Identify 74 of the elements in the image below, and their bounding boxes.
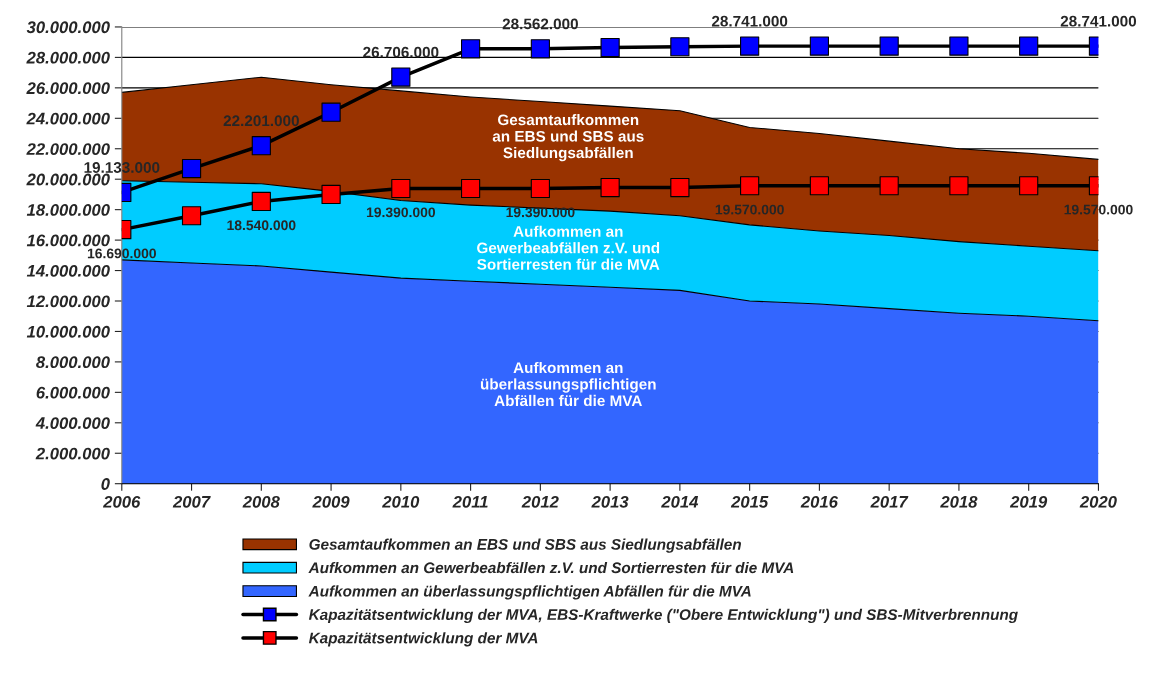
data-label: 28.741.000 [1060, 15, 1137, 27]
point [321, 102, 341, 122]
y-tick-label: 8.000.000 [36, 356, 110, 369]
point [181, 206, 202, 226]
point [321, 184, 341, 205]
legend-label: Gesamtaufkommen an EBS und SBS aus Siedlungsabfällen [309, 538, 741, 553]
y-tick-label: 0 [101, 478, 110, 490]
data-label: 26.706.000 [363, 46, 439, 58]
data-label: 19.133.000 [84, 162, 160, 173]
point [1019, 176, 1039, 196]
point [1019, 36, 1039, 56]
point [600, 37, 620, 58]
data-label: 19.390.000 [366, 207, 436, 218]
y-tick-label: 16.000.000 [26, 234, 110, 247]
y-tick-label: 2.000.000 [35, 447, 110, 460]
legend-label: Kapazitätsentwicklung der MVA [308, 632, 538, 647]
point [181, 158, 202, 179]
y-tick-label: 6.000.000 [36, 386, 110, 399]
x-tick-label: 2019 [1009, 495, 1048, 508]
x-tick-label: 2015 [730, 495, 769, 508]
point [391, 178, 411, 199]
x-tick-label: 2009 [312, 495, 350, 508]
x-tick-label: 2013 [591, 495, 629, 508]
x-tick-label: 2014 [661, 495, 699, 508]
point [670, 177, 690, 198]
point [530, 39, 550, 59]
point [740, 36, 760, 56]
point [809, 36, 830, 56]
y-tick-label: 14.000.000 [26, 264, 110, 277]
y-tick-label: 30.000.000 [26, 21, 110, 34]
annotation: Aufkommen an Gewerbeabfällen z.V. und Sortierresten für die MVA [477, 225, 660, 270]
data-label: 22.201.000 [223, 115, 299, 127]
y-tick-label: 10.000.000 [26, 325, 110, 338]
y-tick-label: 28.000.000 [26, 51, 110, 64]
legend-label: Aufkommen an Gewerbeabfällen z.V. und Sortierresten für die MVA [308, 561, 794, 574]
x-tick-label: 2007 [172, 495, 211, 508]
point [460, 178, 481, 199]
point [809, 176, 830, 196]
legend-label: Kapazitätsentwicklung der MVA, EBS-Kraftwerke ("Obere Entwicklung") und SBS-Mitverbrennung [308, 608, 1018, 624]
x-tick-label: 2011 [452, 495, 488, 508]
point [530, 178, 550, 199]
x-tick-label: 2016 [800, 495, 839, 508]
x-tick-label: 2006 [103, 495, 141, 508]
x-tick-label: 2018 [940, 495, 978, 508]
x-tick-label: 2012 [521, 495, 559, 508]
y-tick-label: 12.000.000 [26, 295, 110, 308]
x-tick-label: 2010 [382, 495, 420, 508]
data-label: 18.540.000 [227, 220, 296, 231]
annotation: Gesamtaufkommen an EBS und SBS aus Siedlungsabfällen [492, 114, 644, 162]
y-tick-label: 4.000.000 [35, 417, 110, 429]
legend-label: Aufkommen an überlassungspflichtigen Abfällen für die MVA [308, 585, 751, 600]
point [391, 67, 411, 87]
y-tick-label: 26.000.000 [26, 82, 110, 95]
point [949, 36, 969, 56]
point [949, 176, 969, 196]
y-tick-label: 22.000.000 [26, 143, 110, 155]
point [740, 176, 760, 196]
point [670, 37, 690, 57]
point [460, 39, 481, 59]
y-tick-label: 20.000.000 [26, 173, 110, 186]
x-tick-label: 2008 [242, 495, 280, 508]
x-tick-label: 2020 [1079, 495, 1117, 508]
point [879, 36, 899, 56]
point [600, 177, 620, 198]
data-label: 28.741.000 [711, 15, 788, 27]
y-tick-label: 24.000.000 [26, 112, 110, 125]
point [251, 191, 271, 212]
point [251, 136, 271, 156]
y-tick-label: 18.000.000 [26, 204, 110, 216]
point [879, 176, 899, 196]
data-label: 19.570.000 [715, 204, 784, 215]
x-tick-label: 2017 [870, 495, 909, 508]
data-label: 28.562.000 [502, 18, 578, 30]
data-label: 19.390.000 [506, 207, 575, 218]
